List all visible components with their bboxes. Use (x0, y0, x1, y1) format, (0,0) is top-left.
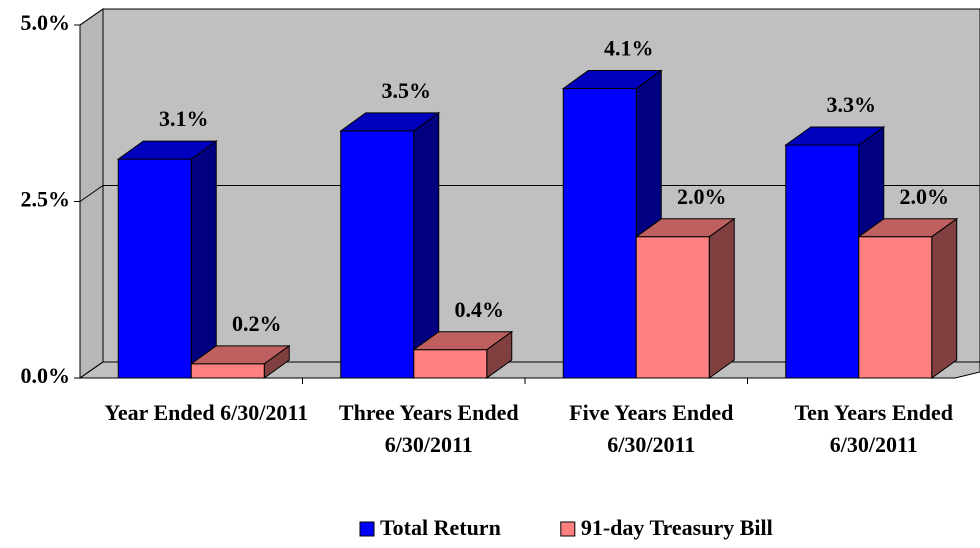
legend-swatch (359, 521, 375, 537)
data-label: 0.2% (232, 311, 282, 336)
x-tick-label: Ten Years Ended 6/30/2011 (794, 400, 954, 457)
bar-side (931, 217, 958, 379)
data-label: 4.1% (604, 36, 654, 61)
bar (562, 88, 637, 379)
data-label: 0.4% (455, 297, 505, 322)
legend-label: 91-day Treasury Bill (581, 515, 773, 540)
bar-side (190, 140, 217, 379)
bar (340, 130, 415, 379)
data-label: 3.5% (382, 78, 432, 103)
bar (117, 158, 192, 379)
x-tick-label: Five Years Ended 6/30/2011 (569, 400, 734, 457)
bar (413, 349, 488, 379)
data-label: 3.3% (827, 92, 877, 117)
data-label: 2.0% (900, 184, 950, 209)
y-tick-label: 5.0% (21, 10, 71, 35)
y-tick-label: 2.5% (21, 187, 71, 212)
x-tick-label: Three Years Ended 6/30/2011 (338, 400, 519, 457)
data-label: 3.1% (159, 106, 209, 131)
bar (785, 144, 860, 379)
legend-swatch (560, 521, 576, 537)
legend-label: Total Return (380, 515, 501, 540)
grid-line (79, 8, 980, 26)
y-tick-label: 0.0% (21, 363, 71, 388)
bar (635, 236, 710, 379)
bar (858, 236, 933, 379)
bar (190, 363, 265, 379)
x-tick-label: Year Ended 6/30/2011 (104, 400, 309, 425)
data-label: 2.0% (677, 184, 727, 209)
grid-line (79, 185, 980, 202)
bar-side (708, 217, 735, 379)
